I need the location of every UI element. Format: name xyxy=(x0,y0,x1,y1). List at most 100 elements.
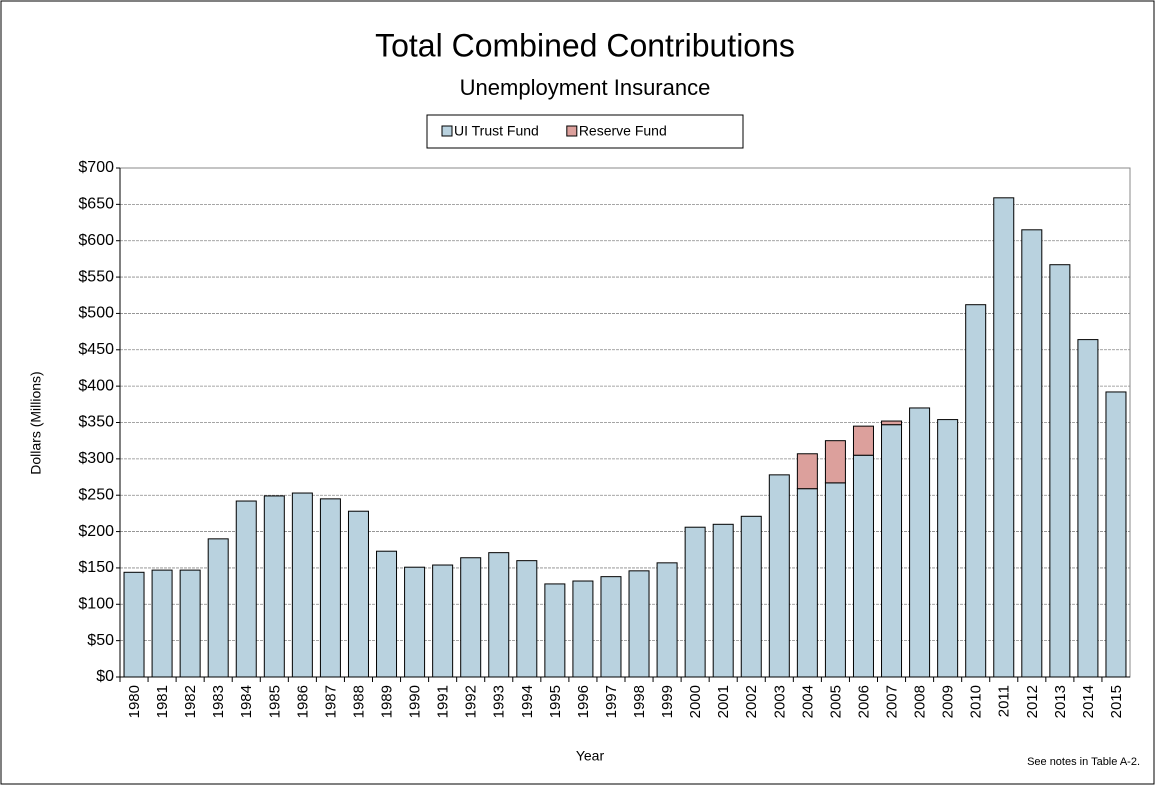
x-tick-label: 1995 xyxy=(547,685,564,718)
bar-segment xyxy=(768,474,790,678)
bar-segment xyxy=(516,560,538,678)
y-tick-label: $400 xyxy=(78,377,114,394)
x-tick-label: 1983 xyxy=(210,685,227,718)
legend-box xyxy=(426,114,744,149)
x-tick-label: 2014 xyxy=(1080,685,1097,718)
y-tick-label: $150 xyxy=(78,559,114,576)
legend-label: Reserve Fund xyxy=(579,123,667,139)
x-tick-label: 2006 xyxy=(855,685,872,718)
bar-segment xyxy=(852,454,874,678)
bar-segment xyxy=(600,576,622,678)
y-axis-label: Dollars (Millions) xyxy=(28,371,44,474)
x-tick-label: 2001 xyxy=(715,685,732,718)
bar-segment xyxy=(993,197,1015,678)
y-tick-label: $100 xyxy=(78,596,114,613)
x-tick-label: 1991 xyxy=(435,685,452,718)
legend-swatch xyxy=(441,125,453,137)
x-tick-label: 1980 xyxy=(126,685,143,718)
x-tick-label: 1999 xyxy=(659,685,676,718)
bar-segment xyxy=(881,420,903,426)
bar-segment xyxy=(628,570,650,678)
x-tick-label: 2015 xyxy=(1108,685,1125,718)
x-tick-label: 1997 xyxy=(603,685,620,718)
bar-segment xyxy=(1077,339,1099,678)
x-tick-label: 1989 xyxy=(378,685,395,718)
x-tick-label: 1994 xyxy=(519,685,536,718)
bar-segment xyxy=(319,498,341,678)
bar-segment xyxy=(684,526,706,678)
x-tick-label: 1988 xyxy=(350,685,367,718)
bar-segment xyxy=(404,566,426,678)
bar-segment xyxy=(1049,264,1071,678)
bar-segment xyxy=(965,304,987,678)
x-tick-label: 2012 xyxy=(1024,685,1041,718)
x-tick-label: 2003 xyxy=(771,685,788,718)
x-axis-label: Year xyxy=(576,748,605,764)
bar-segment xyxy=(796,453,818,490)
x-tick-label: 2010 xyxy=(968,685,985,718)
y-tick-label: $50 xyxy=(87,632,114,649)
x-tick-label: 1990 xyxy=(407,685,424,718)
bar-segment xyxy=(347,510,369,678)
x-tick-label: 1996 xyxy=(575,685,592,718)
bar-segment xyxy=(544,583,566,678)
chart-title: Total Combined Contributions xyxy=(375,27,795,63)
x-tick-label: 1993 xyxy=(491,685,508,718)
x-tick-label: 2008 xyxy=(912,685,929,718)
bar-segment xyxy=(937,419,959,678)
bar-segment xyxy=(432,564,454,678)
x-tick-label: 2007 xyxy=(883,685,900,718)
x-tick-label: 1981 xyxy=(154,685,171,718)
bar-segment xyxy=(235,500,257,678)
x-tick-label: 1986 xyxy=(294,685,311,718)
bar-segment xyxy=(488,552,510,678)
x-tick-label: 1985 xyxy=(266,685,283,718)
x-tick-label: 2005 xyxy=(827,685,844,718)
bar-segment xyxy=(852,425,874,456)
bar-segment xyxy=(824,440,846,484)
y-tick-label: $500 xyxy=(78,305,114,322)
x-tick-label: 1987 xyxy=(322,685,339,718)
bar-segment xyxy=(1021,229,1043,678)
bar-segment xyxy=(207,538,229,678)
y-tick-label: $350 xyxy=(78,414,114,431)
note: See notes in Table A-2. xyxy=(1027,756,1140,768)
bar-segment xyxy=(291,492,313,678)
y-tick-label: $0 xyxy=(96,668,114,685)
x-tick-label: 2004 xyxy=(799,685,816,718)
y-tick-label: $300 xyxy=(78,450,114,467)
bar-segment xyxy=(1105,391,1127,678)
bar-segment xyxy=(881,424,903,678)
x-tick-label: 2011 xyxy=(996,685,1013,717)
x-tick-label: 1982 xyxy=(182,685,199,718)
bar-segment xyxy=(263,495,285,678)
legend-swatch xyxy=(566,125,578,137)
bar-segment xyxy=(909,407,931,678)
bar-segment xyxy=(376,550,398,678)
bar-segment xyxy=(740,515,762,678)
bar-segment xyxy=(656,562,678,678)
legend-label: UI Trust Fund xyxy=(454,123,539,139)
y-tick-label: $600 xyxy=(78,232,114,249)
bar-segment xyxy=(824,482,846,678)
x-tick-label: 2009 xyxy=(940,685,957,718)
x-tick-label: 1998 xyxy=(631,685,648,718)
bar-segment xyxy=(712,523,734,678)
bar-segment xyxy=(572,580,594,678)
y-tick-label: $700 xyxy=(78,159,114,176)
y-tick-label: $200 xyxy=(78,523,114,540)
bar-segment xyxy=(179,569,201,678)
y-tick-label: $250 xyxy=(78,486,114,503)
x-tick-label: 2000 xyxy=(687,685,704,718)
y-tick-label: $450 xyxy=(78,341,114,358)
x-tick-label: 1992 xyxy=(463,685,480,718)
y-tick-label: $650 xyxy=(78,196,114,213)
x-tick-label: 2002 xyxy=(743,685,760,718)
bar-segment xyxy=(123,571,145,678)
y-tick-label: $550 xyxy=(78,268,114,285)
bar-segment xyxy=(151,569,173,678)
x-tick-label: 2013 xyxy=(1052,685,1069,718)
x-tick-label: 1984 xyxy=(238,685,255,718)
bar-segment xyxy=(460,557,482,678)
